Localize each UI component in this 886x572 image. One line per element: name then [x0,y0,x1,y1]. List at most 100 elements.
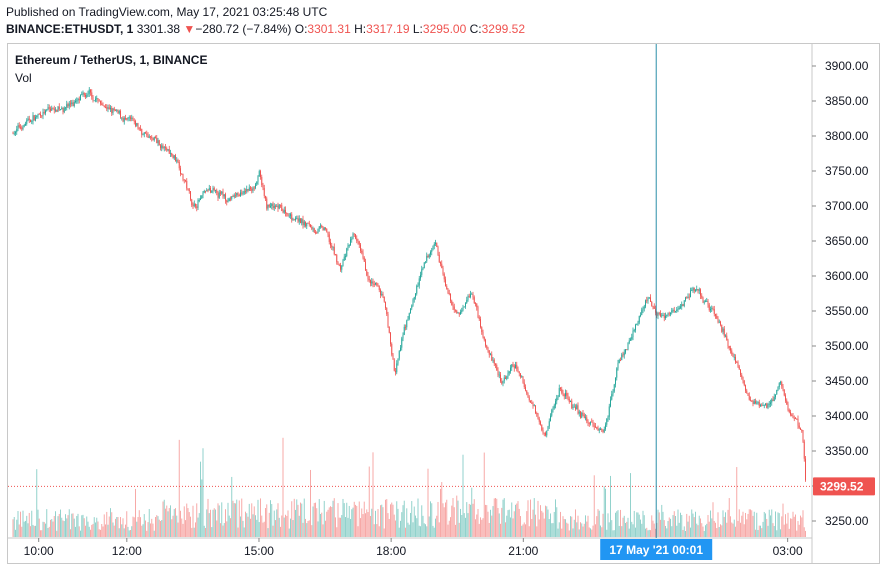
candle-body [436,242,438,247]
candle-body [432,245,434,251]
volume-bar [475,519,476,537]
volume-bar [382,507,384,537]
volume-bar [306,523,308,537]
volume-bar [185,520,186,537]
candle-body [670,312,671,315]
volume-bar [677,509,679,537]
candle-body [95,98,96,101]
volume-bar [193,527,195,537]
candle-body [567,395,569,399]
last-price-label: 3299.52 [820,479,864,493]
candle-body [455,309,456,311]
volume-bar [563,519,565,537]
candle-body [715,313,716,316]
candle-body [58,106,60,110]
volume-bar [423,523,425,537]
candle-body [750,399,751,401]
volume-bar [636,512,638,537]
volume-bar [573,519,575,537]
volume-bar [452,498,454,537]
volume-bar [532,509,534,537]
volume-bar [316,508,318,537]
volume-bar [186,503,188,537]
volume-bar [21,526,23,537]
volume-bar [168,508,170,537]
volume-bar [77,513,79,537]
volume-bar [165,508,166,537]
volume-bar [280,526,281,537]
candle-body [287,213,289,216]
candle-body [695,289,696,291]
volume-bar [733,519,735,537]
candle-body [691,290,693,291]
volume-bar [97,521,99,537]
volume-bar [542,512,544,537]
candle-body [733,356,735,358]
candle-body [238,195,240,197]
volume-bar [50,519,51,537]
candle-body [310,224,311,228]
volume-bar [340,517,341,537]
volume-bar [696,523,698,537]
volume-bar [693,517,695,537]
volume-bar [86,516,88,537]
volume-bar [487,511,489,537]
candle-body [683,300,685,306]
candle-body [68,103,70,107]
volume-bar [557,528,559,537]
candle-body [615,377,616,385]
candle-body [481,327,483,333]
volume-bar [511,502,513,537]
volume-bar [300,502,301,537]
chart-panel[interactable] [7,43,880,564]
candle-body [617,363,619,369]
volume-bar [736,467,738,537]
candle-body [243,191,245,194]
candle-body [465,303,466,307]
candle-body [317,228,319,234]
candle-body [377,285,379,287]
candle-body [263,188,265,196]
volume-bar [447,524,449,537]
volume-bar [235,503,236,537]
candle-body [155,137,156,138]
candle-body [207,190,209,192]
candle-body [217,192,219,198]
volume-bar [797,521,799,537]
volume-bar [326,511,328,537]
volume-bar [61,517,63,537]
candle-body [363,257,365,262]
candle-body [687,296,689,299]
volume-bar [596,516,598,537]
volume-bar [746,519,748,537]
volume-bar [397,508,399,537]
volume-bar [401,512,403,537]
candle-body [170,153,171,154]
volume-bar [787,512,789,537]
volume-bar [562,516,564,537]
candle-body [783,389,785,396]
candle-body [642,308,644,310]
volume-bar [313,502,315,537]
volume-bar [122,518,124,537]
volume-bar [117,517,119,537]
candle-body [440,262,441,264]
candle-body [340,265,341,270]
candle-body [27,118,29,121]
candle-body [130,117,131,119]
candle-body [507,373,509,377]
volume-bar [602,513,604,537]
candle-body [730,348,731,351]
candle-body [323,227,325,231]
candle-body [725,335,726,337]
volume-bar [801,517,803,537]
volume-bar [457,500,459,537]
candle-body [181,173,183,175]
candle-body [767,404,769,408]
volume-bar [625,523,626,537]
volume-bar [520,516,521,537]
candle-body [451,300,453,306]
candle-body [573,406,575,408]
candle-body [108,107,110,110]
